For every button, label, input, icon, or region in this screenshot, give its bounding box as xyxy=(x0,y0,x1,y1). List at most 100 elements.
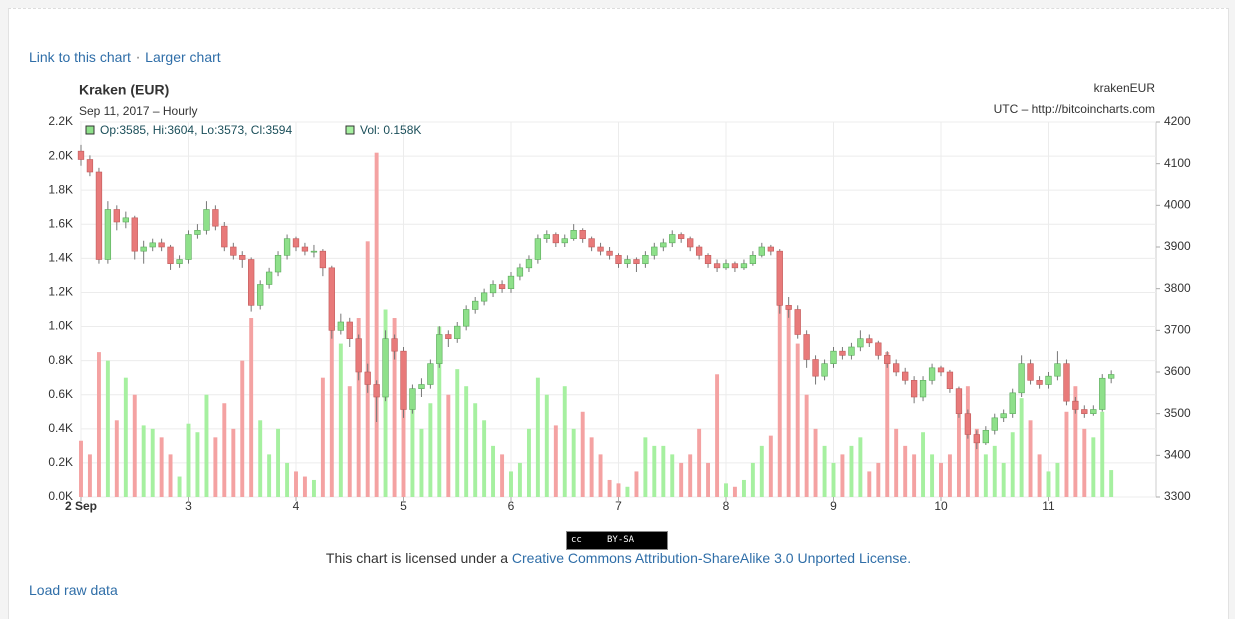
cc-label: cc xyxy=(571,535,582,545)
candle-body xyxy=(131,217,138,252)
candle-body xyxy=(1063,363,1070,402)
candle-body xyxy=(319,250,327,269)
volume-bar xyxy=(114,420,119,497)
candle-body xyxy=(373,384,380,398)
chart: Kraken (EUR) Sep 11, 2017 – Hourly krake… xyxy=(48,81,1191,513)
y2-tick-label: 1.8K xyxy=(48,182,73,196)
candle-body xyxy=(1036,380,1043,385)
candle-body xyxy=(364,371,371,385)
candle-body xyxy=(910,380,918,398)
volume-bar xyxy=(876,462,881,497)
volume-bar xyxy=(607,479,612,497)
candle-body xyxy=(292,238,300,248)
candle-body xyxy=(794,309,801,335)
candle-body xyxy=(346,321,353,339)
y-tick-label: 4000 xyxy=(1164,198,1191,212)
volume-bar xyxy=(464,386,469,497)
volume-bar xyxy=(535,377,540,497)
candle-body xyxy=(185,234,192,260)
candle-body xyxy=(946,371,954,389)
y2-tick-label: 1.0K xyxy=(48,319,73,333)
candle-body xyxy=(1108,374,1115,379)
candle-body xyxy=(991,417,998,431)
candle-body xyxy=(463,309,470,327)
candle-body xyxy=(337,321,344,331)
y2-tick-label: 1.4K xyxy=(48,251,73,265)
candle-body xyxy=(785,305,792,310)
link[interactable]: Link to this chart xyxy=(29,49,131,65)
license-prefix: This chart is licensed under a xyxy=(325,550,512,566)
cc-text: BY-SA xyxy=(607,535,635,545)
volume-bar xyxy=(894,428,899,497)
candle-body xyxy=(1027,363,1034,381)
candle-body xyxy=(427,363,434,385)
candle-body xyxy=(964,413,972,435)
candle-body xyxy=(113,209,120,223)
candle-body xyxy=(722,263,730,269)
separator: · xyxy=(135,49,141,66)
volume-bar xyxy=(768,435,773,497)
volume-bar xyxy=(1073,386,1078,497)
candle-body xyxy=(507,275,515,289)
candle-body xyxy=(355,338,362,373)
volume-bar xyxy=(553,425,558,497)
volume-bar xyxy=(105,360,110,497)
candle-body xyxy=(875,342,882,356)
volume-bar xyxy=(679,462,684,497)
cc-badge[interactable]: cc BY-SA xyxy=(566,531,668,550)
raw-data-link[interactable]: Load raw data xyxy=(29,582,118,598)
volume-bar xyxy=(858,437,863,497)
candle-body xyxy=(1099,377,1106,410)
candle-body xyxy=(633,259,640,264)
x-tick-label: 5 xyxy=(400,499,407,513)
link[interactable]: Larger chart xyxy=(145,49,221,65)
volume-bar xyxy=(652,445,657,497)
y-tick-label: 3700 xyxy=(1164,323,1191,337)
x-tick-label: 10 xyxy=(934,499,948,513)
candle-body xyxy=(212,209,219,227)
candle-body xyxy=(534,238,542,260)
volume-bar xyxy=(795,343,800,497)
candle-body xyxy=(176,259,183,264)
candle-body xyxy=(283,238,291,256)
y-tick-label: 3800 xyxy=(1164,281,1191,295)
volume-bar xyxy=(509,471,513,497)
volume-bar xyxy=(401,360,406,497)
y2-tick-label: 1.6K xyxy=(48,216,73,230)
volume-bar xyxy=(240,360,245,497)
candle-body xyxy=(167,246,174,264)
candle-body xyxy=(902,371,909,381)
volume-bar xyxy=(1019,398,1024,497)
x-tick-label: 11 xyxy=(1042,499,1055,513)
candle-body xyxy=(597,246,604,252)
candle-body xyxy=(624,259,631,264)
candle-body xyxy=(660,242,667,248)
candle-body xyxy=(140,246,147,252)
volume-bar xyxy=(885,352,890,497)
candle-body xyxy=(257,284,264,306)
volume-bar xyxy=(867,471,872,497)
candle-body xyxy=(973,434,980,444)
candle-body xyxy=(848,346,855,356)
volume-bar xyxy=(625,486,630,497)
candle-body xyxy=(400,350,407,410)
x-tick-label: 8 xyxy=(723,499,730,513)
license-link[interactable]: Creative Commons Attribution-ShareAlike … xyxy=(511,550,908,566)
volume-bar xyxy=(813,428,818,497)
candle-body xyxy=(489,284,497,294)
volume-info: Vol: 0.158K xyxy=(360,123,421,137)
candle-body xyxy=(480,292,488,302)
volume-bar xyxy=(831,462,836,497)
candle-body xyxy=(767,246,774,252)
volume-bar xyxy=(688,454,693,497)
candle-body xyxy=(812,359,819,377)
volume-bar xyxy=(374,152,379,497)
volume-bar xyxy=(939,462,943,497)
candle-body xyxy=(919,380,927,398)
candle-body xyxy=(731,263,739,269)
candle-body xyxy=(552,234,559,244)
volume-bar xyxy=(562,386,567,497)
candle-body xyxy=(651,246,658,256)
volume-bar xyxy=(526,428,531,497)
candle-body xyxy=(1000,413,1007,419)
